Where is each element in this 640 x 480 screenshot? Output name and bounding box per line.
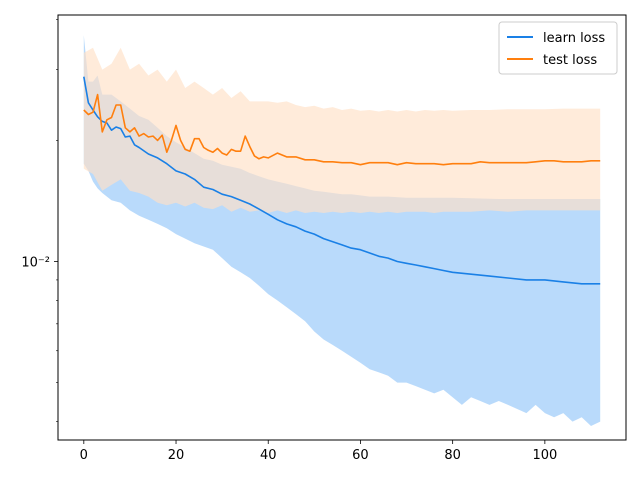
y-tick-label: 10⁻² <box>21 256 50 271</box>
legend-box <box>498 21 618 75</box>
y-axis: 10⁻² <box>21 19 58 422</box>
x-tick-label: 20 <box>168 448 185 463</box>
x-tick-label: 60 <box>352 448 369 463</box>
learn-loss-line <box>83 76 601 285</box>
confidence-bands <box>83 35 601 427</box>
series-lines <box>83 76 601 285</box>
test-loss-band <box>83 47 601 214</box>
x-tick-label: 40 <box>260 448 277 463</box>
learn-loss-band <box>83 35 601 427</box>
test-loss-legend-label: test loss <box>543 53 597 68</box>
plot-frame <box>57 14 627 441</box>
x-tick-label: 100 <box>532 448 557 463</box>
x-axis: 0 20 40 60 80 100 <box>80 440 557 463</box>
test-loss-line <box>83 93 601 166</box>
legend: learn loss test loss <box>498 21 618 75</box>
x-tick-label: 80 <box>444 448 461 463</box>
x-tick-label: 0 <box>80 448 88 463</box>
learn-loss-legend-label: learn loss <box>543 31 605 46</box>
